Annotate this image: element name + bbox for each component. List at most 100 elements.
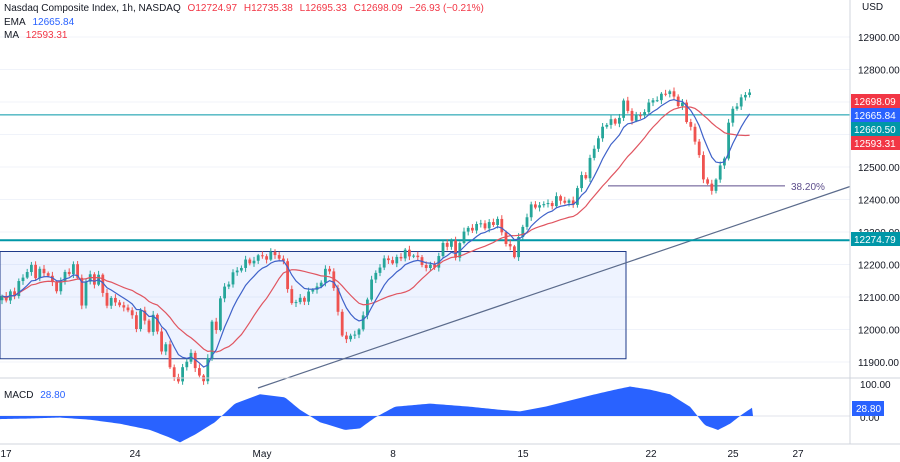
candle-body [118,302,121,306]
price-tag-bg [851,232,900,246]
candle-body [256,255,260,261]
candle-body [601,126,604,139]
price-tag-label: 12698.09 [854,97,896,108]
candle-body [517,237,520,258]
candle-body [693,126,697,142]
candle-body [424,265,428,268]
price-axis-ticks[interactable]: 12900.0012800.0012700.0012600.0012500.00… [858,33,900,369]
price-tag-bg [851,122,900,136]
candle-body [441,242,445,257]
candle-body [408,249,411,257]
macd-legend[interactable]: MACD 28.80 [4,389,65,402]
candle-body [542,204,546,206]
close-label: C [353,3,361,14]
candle-body [727,122,730,159]
candle-body [744,94,747,98]
ema-legend[interactable]: EMA 12665.84 [4,16,74,29]
candle-body [416,255,420,258]
ema-label: EMA [4,17,26,28]
candle-body [412,255,415,257]
candle-body [135,315,138,329]
candle-body [529,204,533,218]
candle-body [349,335,352,340]
symbol-title[interactable]: Nasdaq Composite Index, 1h, NASDAQ [4,3,181,14]
candle-body [450,240,453,247]
ma-legend[interactable]: MA 12593.31 [4,29,68,42]
candle-body [748,92,751,95]
candle-body [731,108,735,123]
candle-body [487,222,491,229]
candle-body [697,141,701,156]
candle-body [664,93,667,95]
close-value: 12698.09 [360,3,403,14]
consolidation-rectangle[interactable] [0,251,627,360]
candle-body [290,289,294,304]
price-tick-label: 12000.00 [858,326,900,337]
candle-body [618,117,621,124]
open-value: 12724.97 [195,3,238,14]
candle-body [345,335,348,340]
candle-body [399,256,403,259]
price-tag-bg [851,136,900,150]
candle-body [63,271,67,282]
candle-body [475,223,478,231]
candle-body [496,218,499,225]
candle-body [30,264,33,273]
candle-body [181,367,184,382]
candle-body [508,243,512,247]
ma-label: MA [4,30,19,41]
candle-body [269,251,273,260]
candle-body [42,268,46,274]
candle-body [534,204,537,208]
time-tick-label: 15 [517,449,529,460]
candle-body [206,358,210,382]
candle-body [227,284,231,287]
support-trendline[interactable] [257,185,851,389]
symbol-legend: Nasdaq Composite Index, 1h, NASDAQ O1272… [4,2,484,15]
candle-body [403,249,407,259]
fibonacci-label: 38.20% [791,182,825,193]
candle-body [361,315,365,330]
candle-body [185,361,189,368]
candle-body [630,110,634,121]
price-axis-tags: 12698.09 12665.84 12660.50 12593.31 12274.79 [851,94,900,246]
candle-body [353,334,357,336]
ma-line [1,106,750,353]
candle-body [84,281,88,306]
candle-body [681,102,684,107]
candle-body [105,292,109,306]
candle-body [433,264,436,268]
candle-body [168,344,172,368]
candle-body [597,138,600,149]
candle-body [626,100,630,111]
candle-body [122,305,126,308]
candle-body [193,352,197,369]
candle-body [282,258,285,262]
candle-body [357,329,361,335]
candle-body [235,270,239,273]
candle-body [303,297,306,302]
candle-body [521,226,525,238]
price-tag-label: 12274.79 [854,235,896,246]
time-tick-label: 27 [792,449,804,460]
price-tick-label: 12500.00 [858,163,900,174]
currency-label: USD [862,2,883,13]
candle-body [571,200,575,205]
candle-body [273,251,277,256]
candle-body [151,314,155,332]
candle-body [139,310,142,329]
candle-body [702,155,705,180]
candle-body [67,271,71,275]
candle-body [332,271,336,289]
candle-body [588,157,592,179]
time-axis-ticks[interactable]: 17 24 May 8 15 22 25 27 [0,449,804,460]
time-tick-label: 24 [129,449,141,460]
candle-body [240,267,243,271]
candle-body [471,227,474,231]
candle-body [689,122,693,127]
candle-body [46,273,50,276]
candle-body [710,183,714,191]
candle-body [252,260,256,264]
candle-body [72,264,75,275]
